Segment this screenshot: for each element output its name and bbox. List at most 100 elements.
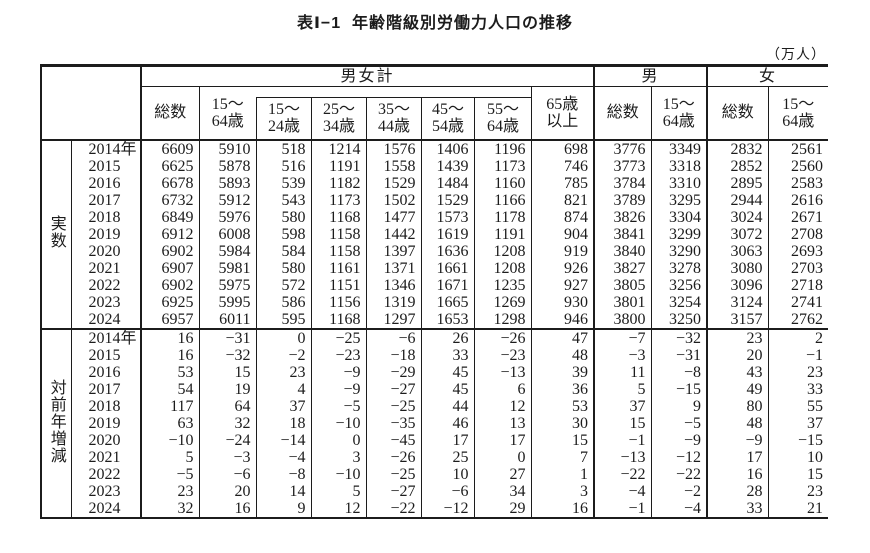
value-cell: −13 — [594, 448, 652, 466]
value-cell: 1397 — [366, 242, 422, 260]
row-group-label: 対前年増減 — [41, 327, 72, 518]
year-cell: 2014年 — [71, 139, 142, 158]
value-cell: 2 — [768, 327, 829, 347]
table-row: 2018 6849 5976 580 1168 1477 1573 1178 874 3826 33… — [41, 208, 828, 226]
value-cell: 6011 — [199, 310, 257, 329]
value-cell: 1502 — [366, 191, 422, 209]
column-header-15-64-male: 15〜 64歳 — [651, 86, 709, 141]
value-cell: 3299 — [651, 225, 709, 243]
table-row: 2021 6907 5981 580 1161 1371 1661 1208 926 3827 32… — [41, 259, 828, 277]
value-cell: 26 — [421, 327, 475, 347]
table-header: 男女計 男 女 総数 15〜 64歳 15〜 24歳 25〜 34歳 35〜 4… — [41, 65, 829, 141]
value-cell: 1661 — [421, 259, 475, 277]
year-cell: 2022 — [71, 465, 142, 483]
value-cell: −29 — [366, 363, 422, 381]
value-cell: 45 — [421, 380, 475, 398]
value-cell: 580 — [256, 208, 312, 226]
value-cell: 904 — [531, 225, 596, 243]
value-cell: −27 — [366, 380, 422, 398]
value-cell: 2616 — [791, 191, 824, 209]
value-cell: 20 — [707, 346, 769, 364]
value-cell: 0 — [256, 327, 312, 347]
value-cell: −32 — [199, 346, 257, 364]
value-cell: 12 — [474, 397, 532, 415]
value-cell: 39 — [531, 363, 596, 381]
value-cell: 1665 — [421, 293, 475, 311]
value-cell: 1160 — [474, 174, 532, 192]
value-cell: 1636 — [421, 242, 475, 260]
value-cell: −22 — [366, 499, 422, 518]
value-cell: −9 — [707, 431, 769, 449]
value-cell: 1 — [531, 465, 596, 483]
value-cell: 1235 — [474, 276, 532, 294]
value-cell: 595 — [256, 310, 312, 329]
value-cell: 572 — [256, 276, 312, 294]
value-cell: 2708 — [791, 225, 824, 243]
value-cell: 1208 — [474, 242, 532, 260]
value-cell: 1182 — [311, 174, 367, 192]
value-cell: 3 — [311, 448, 367, 466]
value-cell: 3789 — [594, 191, 652, 209]
value-cell: 3096 — [707, 276, 769, 294]
value-cell: 9 — [256, 499, 312, 518]
value-cell: −8 — [651, 363, 709, 381]
value-cell: 1208 — [474, 259, 532, 277]
value-cell: 821 — [531, 191, 596, 209]
value-cell: 1573 — [421, 208, 475, 226]
value-cell: 14 — [256, 482, 312, 500]
value-cell: 2693 — [791, 242, 824, 260]
value-cell: 43 — [707, 363, 769, 381]
value-cell: 10 — [421, 465, 475, 483]
value-cell: 518 — [256, 139, 312, 158]
value-cell: −6 — [199, 465, 257, 483]
value-cell: 33 — [707, 499, 769, 518]
table-row: 2018 117 64 37 −5 −25 44 12 53 37 9 80 55 — [41, 397, 828, 415]
column-header-45-54: 45〜 54歳 — [421, 97, 474, 138]
value-cell: 6732 — [141, 191, 200, 209]
value-cell: −6 — [366, 327, 422, 347]
table-row: 2015 16 −32 −2 −23 −18 33 −23 48 −3 −31 20 −1 — [41, 346, 828, 364]
year-cell: 2021 — [71, 259, 142, 277]
value-cell: 1484 — [421, 174, 475, 192]
value-cell: 785 — [531, 174, 596, 192]
value-cell: 3840 — [594, 242, 652, 260]
value-cell: −24 — [199, 431, 257, 449]
value-cell: −5 — [141, 465, 200, 483]
value-cell: −26 — [366, 448, 422, 466]
value-cell: −23 — [474, 346, 532, 364]
value-cell: 23 — [807, 363, 824, 381]
value-cell: 17 — [707, 448, 769, 466]
column-group-both-sexes: 男女計 — [141, 65, 596, 87]
value-cell: 6 — [474, 380, 532, 398]
value-cell: 5 — [311, 482, 367, 500]
value-cell: −2 — [256, 346, 312, 364]
value-cell: −12 — [421, 499, 475, 518]
value-cell: 1442 — [366, 225, 422, 243]
value-cell: 16 — [531, 499, 596, 518]
value-cell: 23 — [707, 327, 769, 347]
value-cell: 5981 — [199, 259, 257, 277]
year-cell: 2024 — [71, 310, 142, 329]
column-group-male: 男 — [594, 65, 709, 87]
value-cell: 3805 — [594, 276, 652, 294]
value-cell: 1406 — [421, 139, 475, 158]
value-cell: 25 — [421, 448, 475, 466]
value-cell: 37 — [594, 397, 652, 415]
value-cell: 27 — [474, 465, 532, 483]
value-cell: 584 — [256, 242, 312, 260]
stub-header-empty — [41, 65, 142, 141]
year-cell: 2018 — [71, 397, 142, 415]
value-cell: −15 — [798, 431, 824, 449]
value-cell: 10 — [807, 448, 824, 466]
value-cell: 1297 — [366, 310, 422, 329]
value-cell: 32 — [141, 499, 200, 518]
value-cell: −1 — [594, 499, 652, 518]
value-cell: 1158 — [311, 242, 367, 260]
value-cell: 1529 — [366, 174, 422, 192]
value-cell: 21 — [807, 499, 824, 517]
value-cell: −32 — [651, 327, 709, 347]
value-cell: 1298 — [474, 310, 532, 329]
value-cell: 5910 — [199, 139, 257, 158]
value-cell: −5 — [651, 414, 709, 432]
year-cell: 2023 — [71, 293, 142, 311]
